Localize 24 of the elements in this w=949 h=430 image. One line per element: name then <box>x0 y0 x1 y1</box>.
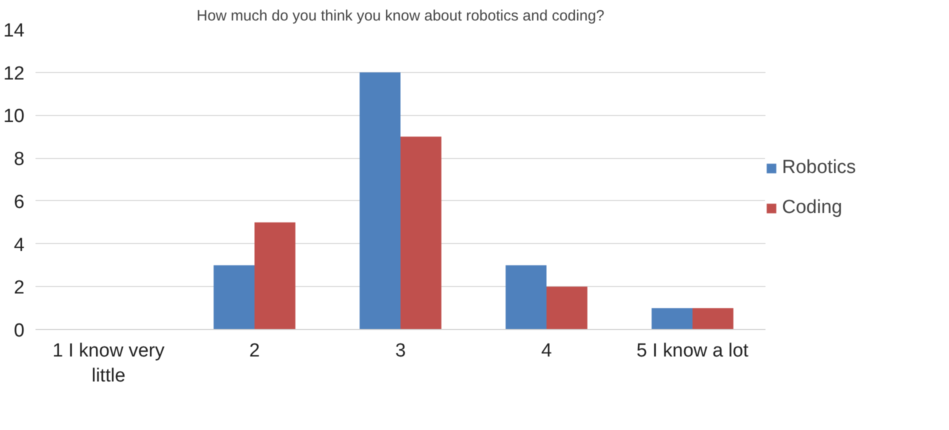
y-tick-label: 14 <box>3 20 25 42</box>
bar <box>692 308 734 330</box>
bar <box>214 265 254 330</box>
bar <box>546 286 588 330</box>
bar <box>506 265 546 330</box>
y-tick-label: 12 <box>3 63 25 84</box>
legend-label: Coding <box>782 197 842 219</box>
y-tick-label: 4 <box>14 234 25 256</box>
bar <box>360 72 400 330</box>
y-tick-label: 6 <box>14 192 25 213</box>
x-tick-label: 2 <box>249 340 260 362</box>
y-tick-label: 2 <box>14 278 25 299</box>
y-tick-label: 8 <box>14 149 25 170</box>
x-tick-label: 5 I know a lot <box>636 340 750 362</box>
x-tick-label: 3 <box>395 340 406 362</box>
bar <box>254 222 296 330</box>
x-tick-label: 4 <box>541 340 552 362</box>
y-tick-label: 10 <box>3 106 25 128</box>
y-tick-label: 0 <box>14 320 25 342</box>
bar <box>652 308 692 330</box>
bar <box>400 136 442 330</box>
legend-label: Robotics <box>782 157 856 179</box>
x-tick-label: 1 I know very little <box>52 340 165 387</box>
chart-title: How much do you think you know about robotics and coding? <box>196 8 604 24</box>
